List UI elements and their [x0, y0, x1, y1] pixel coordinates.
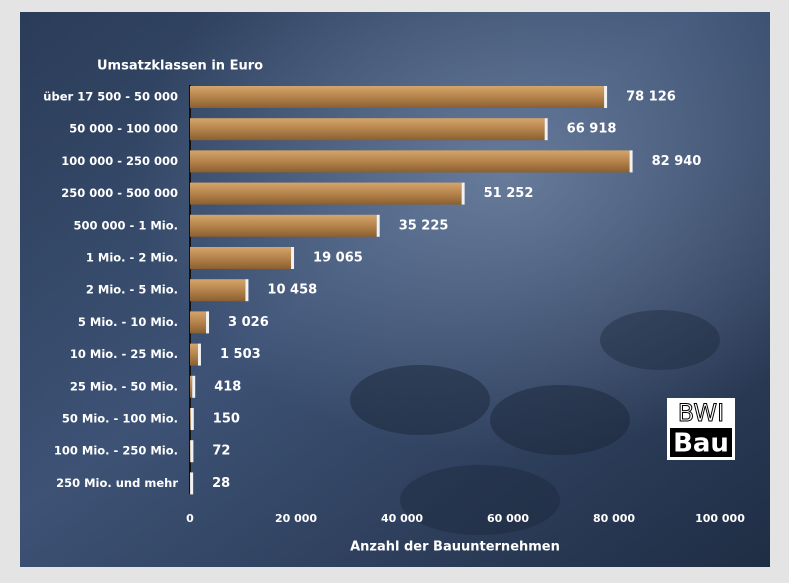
value-label: 10 458 — [267, 283, 317, 298]
bar-edge — [545, 118, 548, 140]
page: {"chart_data": {"type": "barh", "title":… — [0, 0, 789, 579]
value-label: 28 — [212, 476, 230, 491]
bar-edge — [245, 279, 248, 301]
bar-edge — [604, 86, 607, 108]
y-tick-label: 250 000 - 500 000 — [61, 186, 178, 200]
value-label: 418 — [214, 379, 241, 394]
y-tick-label: 2 Mio. - 5 Mio. — [86, 283, 178, 297]
value-label: 78 126 — [626, 90, 676, 105]
chart: Umsatzklassen in Euro Anzahl der Bauunte… — [0, 0, 789, 579]
value-label: 35 225 — [399, 218, 449, 233]
logo: BWI Bau — [667, 398, 735, 460]
bar-edge — [291, 247, 294, 269]
bar-edge — [462, 183, 465, 205]
bar-edge — [377, 215, 380, 237]
bar — [190, 311, 206, 333]
y-tick-label: 25 Mio. - 50 Mio. — [70, 379, 178, 393]
bar — [190, 86, 604, 108]
bar-edge — [191, 408, 194, 430]
logo-text: BWI — [678, 399, 724, 427]
x-tick-label: 40 000 — [381, 512, 423, 525]
x-tick-label: 60 000 — [487, 512, 529, 525]
bg-key — [350, 365, 490, 435]
bar — [190, 247, 291, 269]
y-tick-label: 100 000 - 250 000 — [61, 154, 178, 168]
value-label: 72 — [212, 444, 230, 459]
bar — [190, 118, 545, 140]
value-label: 3 026 — [228, 315, 269, 330]
y-tick-label: 250 Mio. und mehr — [56, 476, 178, 490]
value-label: 150 — [213, 412, 240, 427]
bar — [190, 215, 377, 237]
y-tick-label: 500 000 - 1 Mio. — [74, 218, 178, 232]
y-tick-label: über 17 500 - 50 000 — [43, 90, 178, 104]
bg-key — [490, 385, 630, 455]
value-label: 51 252 — [484, 186, 534, 201]
bar — [190, 150, 630, 172]
x-tick-label: 20 000 — [275, 512, 317, 525]
logo-text: Bau — [673, 429, 729, 459]
x-tick-label: 100 000 — [695, 512, 745, 525]
bar — [190, 183, 462, 205]
bar-edge — [190, 472, 193, 494]
bar — [190, 279, 245, 301]
axis-title-y: Umsatzklassen in Euro — [97, 59, 263, 74]
bar-edge — [630, 150, 633, 172]
bg-key — [600, 310, 720, 370]
y-tick-label: 50 Mio. - 100 Mio. — [62, 412, 178, 426]
value-label: 1 503 — [220, 347, 261, 362]
bar-edge — [192, 376, 195, 398]
y-tick-label: 1 Mio. - 2 Mio. — [86, 251, 178, 265]
x-tick-label: 0 — [186, 512, 194, 525]
y-tick-label: 5 Mio. - 10 Mio. — [78, 315, 178, 329]
bg-key — [400, 465, 560, 535]
y-tick-label: 100 Mio. - 250 Mio. — [54, 444, 178, 458]
bar-edge — [190, 440, 193, 462]
bar — [190, 376, 192, 398]
bar — [190, 344, 198, 366]
x-tick-label: 80 000 — [593, 512, 635, 525]
y-tick-label: 50 000 - 100 000 — [69, 122, 178, 136]
y-tick-label: 10 Mio. - 25 Mio. — [70, 347, 178, 361]
value-label: 82 940 — [652, 154, 702, 169]
value-label: 66 918 — [567, 122, 617, 137]
bar-edge — [206, 311, 209, 333]
value-label: 19 065 — [313, 251, 363, 266]
axis-title-x: Anzahl der Bauunternehmen — [350, 540, 560, 555]
bar-edge — [198, 344, 201, 366]
